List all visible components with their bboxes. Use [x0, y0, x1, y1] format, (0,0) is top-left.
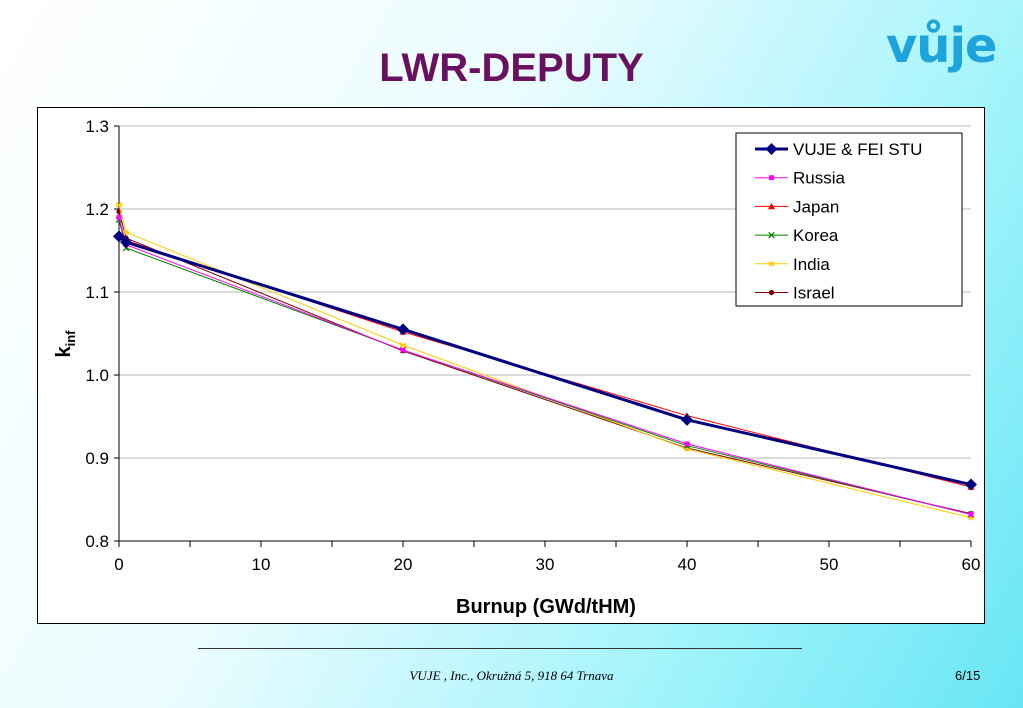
legend-label: India	[793, 255, 830, 274]
legend-label: Japan	[793, 197, 839, 216]
data-point	[684, 441, 690, 447]
data-point	[681, 413, 693, 426]
y-axis-title-sub: inf	[63, 330, 78, 347]
legend-label: Russia	[793, 169, 846, 188]
x-tick-label: 40	[678, 555, 697, 574]
y-tick-label: 1.0	[85, 366, 109, 385]
legend-label: Korea	[793, 226, 839, 245]
y-tick-label: 1.3	[85, 117, 109, 136]
legend-marker	[768, 202, 775, 210]
data-point	[965, 478, 977, 491]
axes-layer: 0.8 0.9 1.0 1.1 1.2 1.3 0 10 20 30 40 50 60	[85, 117, 980, 574]
x-tick-label: 50	[820, 555, 839, 574]
legend-entry: VUJE & FEI STU	[755, 140, 922, 159]
star-marker-stroke	[400, 342, 406, 349]
legend-label: Israel	[793, 284, 835, 303]
legend: VUJE & FEI STU Russia Japan Korea India Israe…	[735, 132, 963, 307]
footer-divider	[198, 648, 802, 649]
legend-marker	[765, 143, 778, 155]
legend-entry: Korea	[755, 226, 839, 245]
chart-frame: 0.8 0.9 1.0 1.1 1.2 1.3 0 10 20 30 40 50 60 VUJE & F…	[37, 107, 985, 624]
legend-entry: Israel	[755, 284, 835, 303]
y-axis-title: kinf	[53, 330, 78, 358]
legend-entry: Japan	[755, 197, 839, 216]
series-vuje-fei-stu	[113, 230, 977, 491]
y-axis-title-main: k	[53, 346, 75, 358]
y-tick-label: 0.8	[85, 532, 109, 551]
grid-layer	[119, 125, 971, 459]
star-marker-stroke	[116, 201, 122, 208]
x-marker-stroke	[768, 231, 775, 239]
x-axis-title: Burnup (GWd/tHM)	[456, 596, 636, 618]
star-marker-stroke	[123, 229, 130, 236]
page-title: LWR-DEPUTY	[379, 46, 644, 90]
x-tick-label: 10	[252, 555, 271, 574]
legend-entry: Russia	[755, 169, 846, 188]
data-point	[113, 230, 125, 243]
x-tick-label: 60	[962, 555, 981, 574]
x-tick-label: 20	[394, 555, 413, 574]
legend-label: VUJE & FEI STU	[793, 140, 922, 159]
kinf-burnup-chart: 0.8 0.9 1.0 1.1 1.2 1.3 0 10 20 30 40 50 60 VUJE & F…	[53, 117, 980, 618]
x-tick-label: 0	[114, 555, 123, 574]
data-point	[968, 511, 974, 517]
footer-address: VUJE , Inc., Okružná 5, 918 64 Trnava	[409, 668, 614, 683]
page-number: 6/15	[955, 668, 981, 683]
data-point	[115, 201, 123, 208]
data-point	[120, 236, 133, 249]
legend-entry: India	[755, 255, 830, 274]
y-tick-label: 0.9	[85, 449, 109, 468]
legend-marker	[768, 231, 775, 239]
y-tick-label: 1.1	[85, 283, 109, 302]
data-point	[397, 323, 409, 336]
star-marker-stroke	[768, 260, 775, 267]
data-point	[122, 229, 130, 236]
legend-marker	[768, 289, 775, 296]
series-layer	[113, 201, 977, 521]
data-point	[400, 347, 406, 353]
data-point	[399, 342, 407, 349]
x-tick-label: 30	[536, 555, 555, 574]
legend-marker	[769, 175, 774, 181]
data-point	[116, 214, 122, 220]
legend-box	[735, 132, 963, 307]
vuje-logo: vůje	[886, 18, 997, 74]
legend-marker	[768, 260, 775, 267]
y-tick-label: 1.2	[85, 200, 109, 219]
